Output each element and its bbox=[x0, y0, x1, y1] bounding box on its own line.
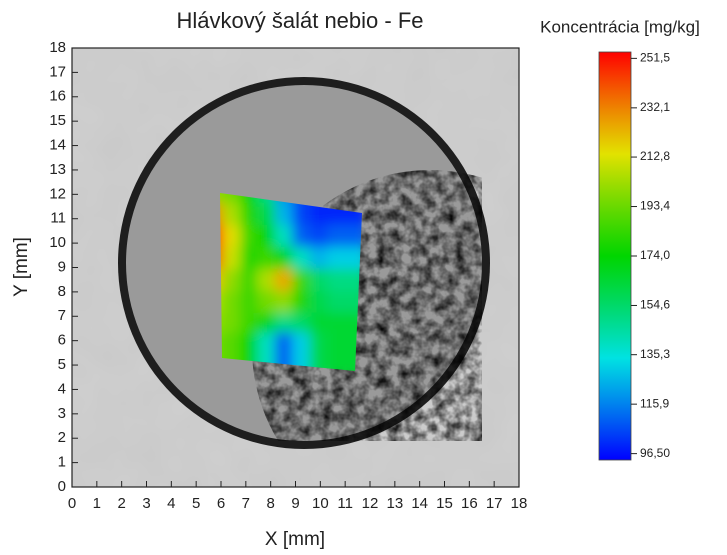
y-tick-label: 4 bbox=[58, 380, 66, 397]
y-tick-label: 10 bbox=[49, 234, 66, 251]
x-tick-label: 12 bbox=[362, 495, 379, 512]
chart: Hlávkový šalát nebio - Fe X [mm] Y [mm] … bbox=[0, 0, 727, 555]
x-tick-label: 18 bbox=[511, 495, 528, 512]
colorbar-tick-label: 212,8 bbox=[640, 149, 670, 163]
colorbar-tick-label: 251,5 bbox=[640, 51, 670, 65]
x-tick-label: 8 bbox=[266, 495, 274, 512]
x-tick-label: 3 bbox=[142, 495, 150, 512]
x-tick-label: 9 bbox=[291, 495, 299, 512]
y-tick-label: 16 bbox=[49, 88, 66, 105]
colorbar-tick-label: 174,0 bbox=[640, 248, 670, 262]
x-axis-label: X [mm] bbox=[265, 529, 325, 550]
x-tick-label: 10 bbox=[312, 495, 329, 512]
y-tick-label: 0 bbox=[58, 478, 66, 495]
y-tick-label: 11 bbox=[50, 210, 66, 227]
x-tick-label: 11 bbox=[337, 495, 353, 512]
colorbar-tick-label: 154,6 bbox=[640, 298, 670, 312]
colorbar bbox=[599, 52, 631, 460]
x-tick-label: 4 bbox=[167, 495, 175, 512]
y-tick-label: 15 bbox=[49, 112, 66, 129]
x-tick-label: 2 bbox=[117, 495, 125, 512]
y-tick-label: 13 bbox=[49, 161, 66, 178]
x-tick-label: 0 bbox=[68, 495, 76, 512]
colorbar-tick-label: 232,1 bbox=[640, 100, 670, 114]
x-tick-label: 15 bbox=[436, 495, 453, 512]
y-tick-label: 7 bbox=[58, 307, 66, 324]
colorbar-tick-label: 135,3 bbox=[640, 347, 670, 361]
x-tick-label: 17 bbox=[486, 495, 503, 512]
x-tick-label: 5 bbox=[192, 495, 200, 512]
x-tick-label: 6 bbox=[217, 495, 225, 512]
y-tick-label: 18 bbox=[49, 39, 66, 56]
colorbar-title: Koncentrácia [mg/kg] bbox=[540, 17, 700, 36]
y-tick-label: 3 bbox=[58, 405, 66, 422]
y-tick-label: 9 bbox=[58, 258, 66, 275]
y-tick-label: 5 bbox=[58, 356, 66, 373]
x-tick-label: 1 bbox=[93, 495, 101, 512]
x-tick-label: 14 bbox=[411, 495, 428, 512]
y-tick-label: 12 bbox=[49, 185, 66, 202]
colorbar-tick-label: 115,9 bbox=[640, 396, 669, 410]
y-tick-label: 14 bbox=[49, 137, 66, 154]
y-tick-label: 17 bbox=[49, 63, 66, 80]
x-tick-label: 13 bbox=[386, 495, 403, 512]
y-tick-label: 1 bbox=[58, 454, 66, 471]
heatmap bbox=[205, 181, 368, 378]
chart-title: Hlávkový šalát nebio - Fe bbox=[177, 8, 424, 33]
x-tick-label: 7 bbox=[242, 495, 250, 512]
colorbar-tick-label: 193,4 bbox=[640, 199, 670, 213]
y-axis-label: Y [mm] bbox=[11, 237, 32, 297]
y-tick-label: 8 bbox=[58, 283, 66, 300]
colorbar-tick-label: 96,50 bbox=[640, 446, 670, 460]
y-tick-label: 2 bbox=[58, 429, 66, 446]
y-tick-label: 6 bbox=[58, 332, 66, 349]
x-tick-label: 16 bbox=[461, 495, 478, 512]
